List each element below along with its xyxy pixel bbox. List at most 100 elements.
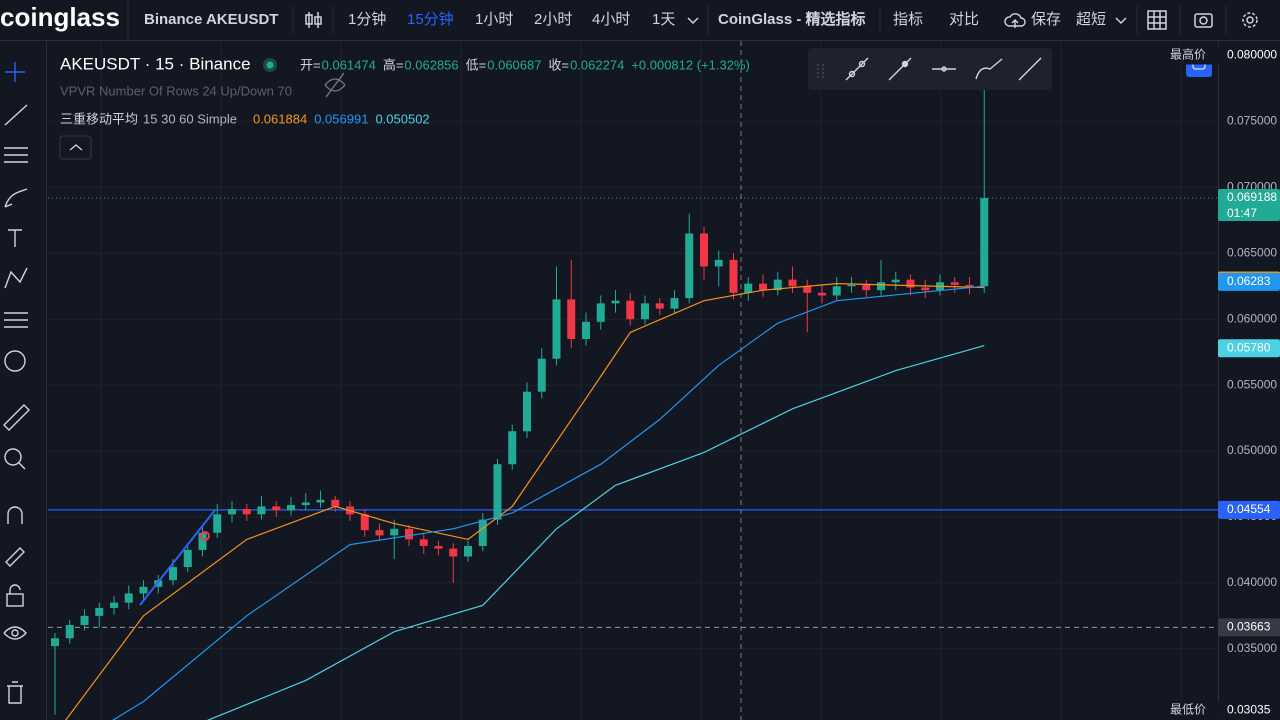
interval-more[interactable] xyxy=(687,17,699,25)
ohlc-label: 收= xyxy=(548,57,569,72)
candle-body xyxy=(965,284,974,287)
ohlc-value: 0.061474 xyxy=(322,57,376,72)
trend-marker xyxy=(200,531,210,541)
candle-body xyxy=(198,532,207,550)
candle-body xyxy=(139,586,148,594)
drawing-tools[interactable] xyxy=(817,57,1042,81)
candle-body xyxy=(596,303,605,322)
candle-body xyxy=(80,615,89,626)
candle-body xyxy=(213,514,222,533)
candle-body xyxy=(818,292,826,296)
candle-body xyxy=(51,638,59,647)
grid-layout-icon[interactable] xyxy=(1147,10,1167,30)
candle-body xyxy=(301,502,310,506)
candle-body xyxy=(390,528,399,536)
candle-body xyxy=(419,539,428,546)
candle-body xyxy=(788,279,797,287)
interval-group: 1分钟 15分钟 1小时 2小时 4小时 1天 xyxy=(348,11,675,28)
ohlc-value: 0.060687 xyxy=(487,57,541,72)
candle-body xyxy=(567,299,576,339)
candle-body xyxy=(508,431,517,465)
interval-option[interactable]: 15分钟 xyxy=(407,11,454,28)
screenshot-icon[interactable] xyxy=(1194,13,1213,28)
ma-name: 三重移动平均 xyxy=(60,111,138,126)
price-note: 最高价 xyxy=(1170,47,1206,62)
settings-icon[interactable] xyxy=(1242,12,1258,28)
candle-body xyxy=(257,506,266,515)
candle-body xyxy=(891,279,900,283)
price-tag-label: 0.06283 xyxy=(1227,274,1271,288)
candle-body xyxy=(847,284,856,287)
interval-option[interactable]: 1天 xyxy=(652,11,675,28)
visibility-icon[interactable] xyxy=(324,72,346,98)
candle-body xyxy=(950,282,959,285)
vpvr-label: VPVR Number Of Rows 24 Up/Down 70 xyxy=(60,83,292,98)
candle-body xyxy=(183,549,192,568)
price-note: 最低价 xyxy=(1170,702,1206,716)
interval-option[interactable]: 2小时 xyxy=(534,11,572,28)
left-toolbar[interactable] xyxy=(3,62,30,704)
candle-body xyxy=(773,279,782,291)
price-tag-time: 01:47 xyxy=(1227,206,1257,220)
candle-body xyxy=(700,233,708,267)
chart-type-icon[interactable] xyxy=(305,12,322,28)
drawing-toolbar xyxy=(808,48,1052,90)
y-tick-label: 0.050000 xyxy=(1227,443,1277,457)
candle-body xyxy=(242,509,251,515)
ma-value: 0.061884 xyxy=(253,111,307,126)
candle-body xyxy=(626,300,635,320)
y-tick-label: 0.040000 xyxy=(1227,575,1277,589)
candle-body xyxy=(478,519,487,546)
collapse-legend[interactable] xyxy=(59,135,92,160)
candle-body xyxy=(360,514,369,531)
candle-body xyxy=(611,300,620,304)
price-tag-label: 0.069188 xyxy=(1227,190,1277,204)
save-icon[interactable] xyxy=(1004,13,1026,28)
candle-body xyxy=(744,283,753,293)
price-tag xyxy=(1218,618,1280,637)
candle-body xyxy=(228,509,236,515)
candle-body xyxy=(493,464,502,520)
price-note-bg xyxy=(1166,46,1218,65)
candle-body xyxy=(287,505,295,511)
layout-more[interactable] xyxy=(1115,17,1127,25)
ohlc-label: 低= xyxy=(466,57,487,72)
indicators-button[interactable]: 指标 xyxy=(893,11,923,28)
candle-body xyxy=(316,499,325,503)
brand-indicator[interactable]: CoinGlass - 精选指标 xyxy=(718,10,866,28)
candle-body xyxy=(110,602,118,608)
ohlc-label: 高= xyxy=(383,57,404,72)
price-tag-label: 0.03035 xyxy=(1227,702,1271,716)
symbol[interactable]: Binance AKEUSDT xyxy=(144,11,278,28)
interval-option[interactable]: 1分钟 xyxy=(348,11,386,28)
logo[interactable]: coinglass xyxy=(0,2,120,32)
plot-area xyxy=(48,41,1218,720)
candle-body xyxy=(375,530,384,536)
save-button[interactable]: 保存 xyxy=(1031,11,1061,28)
layout-button[interactable]: 超短 xyxy=(1076,11,1106,28)
legend-title: AKEUSDT · 15 · Binance xyxy=(60,54,251,73)
ma-params: 15 30 60 Simple xyxy=(143,111,237,126)
moving-average-line xyxy=(206,345,985,720)
candle-body xyxy=(464,545,472,557)
interval-option[interactable]: 4小时 xyxy=(592,11,630,28)
collapse-icon xyxy=(69,144,83,151)
candle-body xyxy=(655,303,664,309)
ma-value: 0.050502 xyxy=(375,111,429,126)
candle-body xyxy=(729,259,738,293)
candle-body xyxy=(832,286,841,296)
candle-body xyxy=(537,358,546,392)
compare-button[interactable]: 对比 xyxy=(949,11,979,28)
price-tag xyxy=(1218,701,1280,720)
candle-body xyxy=(803,286,812,293)
ohlc-value: 0.062274 xyxy=(570,57,624,72)
y-tick-label: 0.060000 xyxy=(1227,311,1277,325)
interval-option[interactable]: 1小时 xyxy=(475,11,513,28)
candle-body xyxy=(434,545,443,549)
y-tick-label: 0.075000 xyxy=(1227,114,1277,128)
candle-body xyxy=(154,580,163,587)
candle-body xyxy=(124,593,133,603)
